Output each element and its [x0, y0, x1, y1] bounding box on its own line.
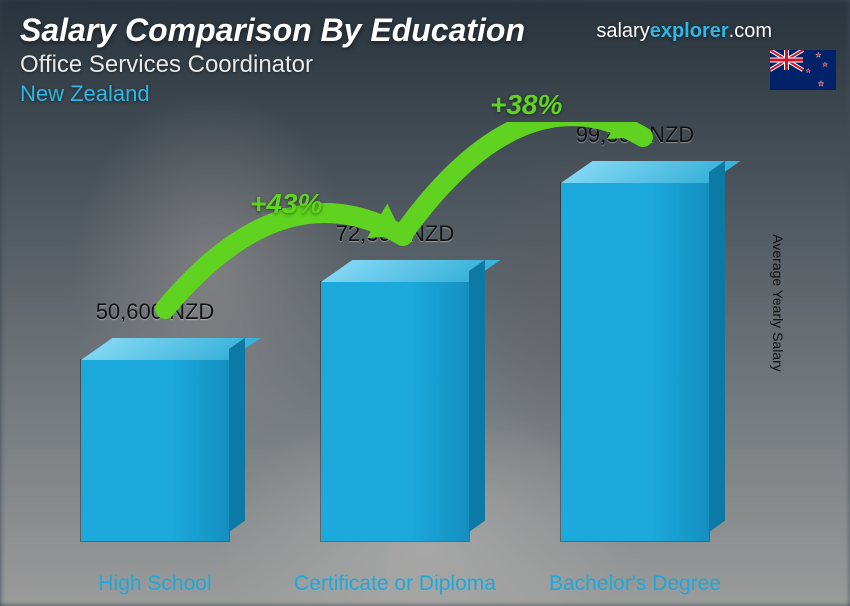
bar-group: 72,300 NZDCertificate or Diploma [320, 281, 470, 542]
chart-subtitle: Office Services Coordinator [20, 51, 830, 79]
bar [80, 359, 230, 542]
brand-suffix: .com [729, 20, 772, 42]
bar-side [709, 161, 725, 532]
bar-side [229, 338, 245, 532]
bar-category-label: Bachelor's Degree [525, 572, 745, 596]
increase-percent-label: +38% [490, 89, 562, 121]
nz-flag-icon [770, 50, 836, 90]
bar-face [561, 183, 709, 541]
brand-accent: explorer [650, 20, 729, 42]
bar-face [321, 282, 469, 541]
bar [560, 182, 710, 542]
bar [320, 281, 470, 542]
bar-chart: 50,600 NZDHigh School 72,300 NZDCertifica… [60, 122, 790, 542]
bar-group: 50,600 NZDHigh School [80, 359, 230, 542]
bar-category-label: Certificate or Diploma [285, 572, 505, 596]
increase-percent-label: +43% [250, 188, 322, 220]
bar-face [81, 360, 229, 541]
bar-group: 99,800 NZDBachelor's Degree [560, 182, 710, 542]
brand-prefix: salary [596, 20, 649, 42]
brand-logo: salaryexplorer.com [596, 20, 772, 43]
bar-value-label: 99,800 NZD [535, 122, 735, 148]
chart-country: New Zealand [20, 81, 830, 107]
bar-value-label: 50,600 NZD [55, 299, 255, 325]
bar-value-label: 72,300 NZD [295, 221, 495, 247]
bar-category-label: High School [45, 572, 265, 596]
bar-side [469, 260, 485, 532]
